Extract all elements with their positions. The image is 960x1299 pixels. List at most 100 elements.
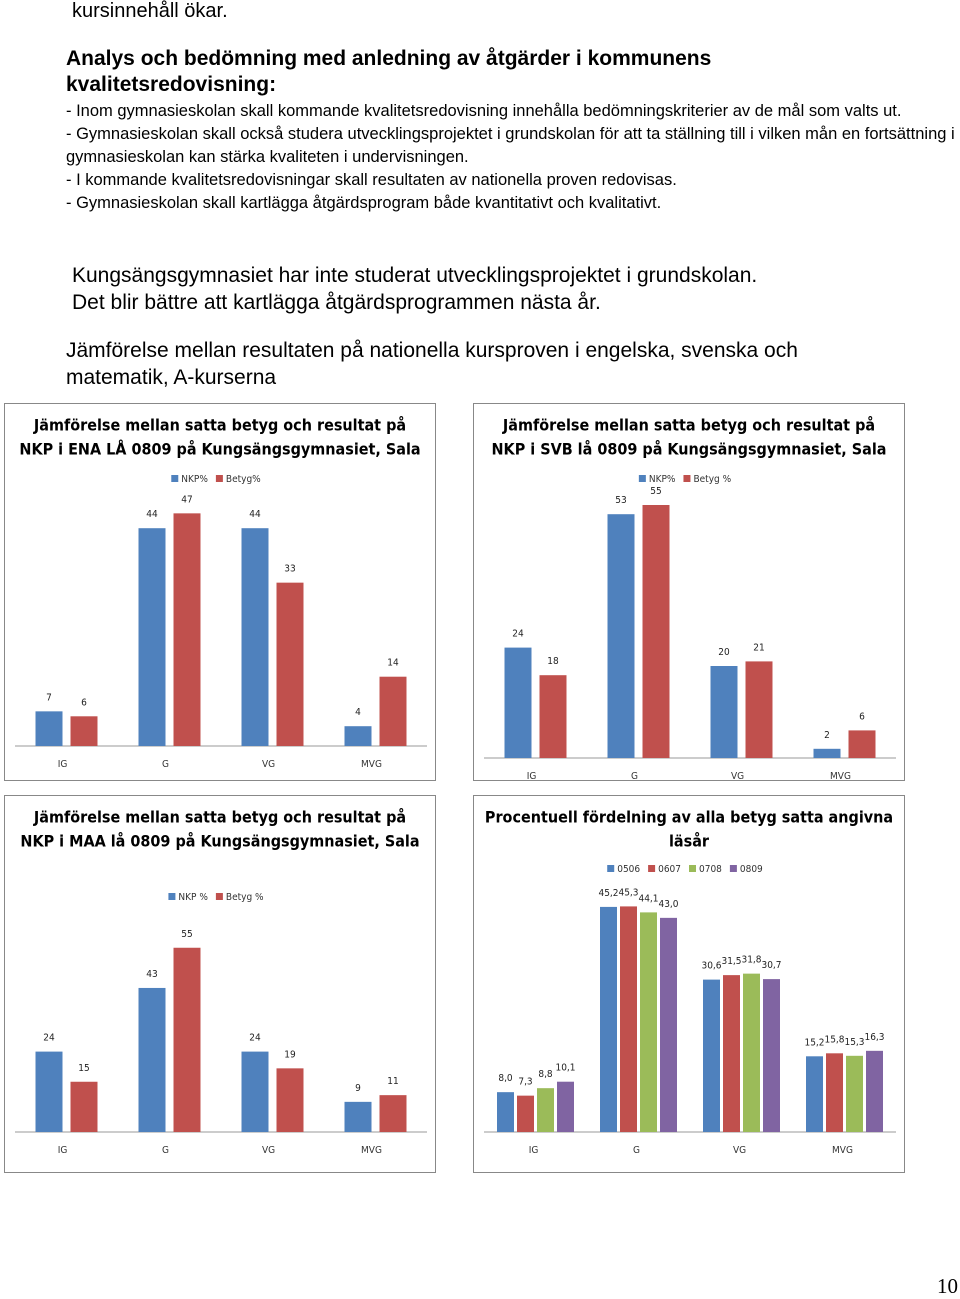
remark: Det blir bättre att kartlägga åtgärdspro… bbox=[72, 291, 601, 314]
value-label: 6 bbox=[859, 711, 865, 722]
bar bbox=[138, 987, 166, 1132]
value-label: 7,3 bbox=[518, 1077, 532, 1088]
x-tick-label: MVG bbox=[832, 1145, 853, 1156]
chart-title: Procentuell fördelning av alla betyg sat… bbox=[485, 808, 893, 827]
bar bbox=[866, 1050, 883, 1132]
legend-swatch bbox=[168, 893, 176, 900]
bar bbox=[723, 975, 740, 1132]
bar bbox=[241, 528, 269, 746]
value-label: 47 bbox=[181, 494, 192, 505]
value-label: 7 bbox=[46, 692, 52, 703]
bar bbox=[642, 505, 670, 758]
legend-label: 0506 bbox=[617, 864, 640, 875]
chart-title: Jämförelse mellan satta betyg och result… bbox=[33, 808, 406, 827]
bar bbox=[537, 1088, 554, 1132]
bullet: - Gymnasieskolan skall också studera utv… bbox=[66, 125, 955, 166]
bar bbox=[173, 947, 201, 1132]
value-label: 43,0 bbox=[658, 899, 678, 910]
bar bbox=[846, 1055, 863, 1132]
bar bbox=[276, 582, 304, 746]
legend-swatch bbox=[689, 865, 696, 872]
bar bbox=[35, 1051, 63, 1132]
page-number: 10 bbox=[937, 1274, 958, 1298]
bar bbox=[504, 647, 532, 758]
x-tick-label: IG bbox=[58, 759, 68, 770]
value-label: 9 bbox=[355, 1083, 361, 1094]
x-tick-label: VG bbox=[731, 771, 744, 781]
x-tick-label: MVG bbox=[830, 771, 851, 781]
value-label: 44 bbox=[249, 509, 261, 520]
bar bbox=[710, 666, 738, 758]
value-label: 44 bbox=[146, 509, 158, 520]
bar bbox=[497, 1092, 514, 1132]
legend-label: Betyg % bbox=[226, 892, 264, 903]
value-label: 53 bbox=[615, 495, 626, 506]
legend-label: NKP% bbox=[649, 474, 676, 485]
legend-label: 0809 bbox=[740, 864, 763, 875]
bar bbox=[703, 979, 720, 1132]
value-label: 19 bbox=[284, 1049, 296, 1060]
x-tick-label: G bbox=[162, 759, 169, 770]
chart: Procentuell fördelning av alla betyg sat… bbox=[473, 795, 905, 1173]
x-tick-label: G bbox=[633, 1145, 640, 1156]
value-label: 16,3 bbox=[864, 1032, 884, 1043]
value-label: 14 bbox=[387, 658, 399, 669]
value-label: 24 bbox=[43, 1033, 55, 1044]
value-label: 30,6 bbox=[701, 961, 721, 972]
chart-title: NKP i SVB lå 0809 på Kungsängsgymnasiet,… bbox=[492, 440, 887, 459]
legend-label: Betyg% bbox=[226, 474, 261, 485]
bullet: - Inom gymnasieskolan skall kommande kva… bbox=[66, 102, 902, 120]
chart: Jämförelse mellan satta betyg och result… bbox=[473, 403, 905, 781]
bar bbox=[517, 1095, 534, 1132]
value-label: 44,1 bbox=[638, 893, 658, 904]
bar bbox=[763, 979, 780, 1132]
legend-label: 0607 bbox=[658, 864, 681, 875]
x-tick-label: VG bbox=[733, 1145, 746, 1156]
bar bbox=[344, 726, 372, 746]
legend-label: Betyg % bbox=[693, 474, 731, 485]
legend-swatch bbox=[607, 865, 615, 872]
chart-title: NKP i MAA lå 0809 på Kungsängsgymnasiet,… bbox=[20, 832, 419, 851]
value-label: 30,7 bbox=[761, 960, 781, 971]
bar bbox=[276, 1068, 304, 1132]
bar bbox=[826, 1053, 843, 1132]
legend-swatch bbox=[683, 475, 691, 482]
bar bbox=[600, 906, 617, 1132]
legend-swatch bbox=[215, 893, 223, 900]
remarks: Kungsängsgymnasiet har inte studerat utv… bbox=[72, 262, 757, 316]
value-label: 8,8 bbox=[538, 1069, 553, 1080]
value-label: 15,3 bbox=[844, 1037, 864, 1048]
value-label: 24 bbox=[512, 629, 524, 640]
bar bbox=[607, 514, 635, 758]
bar bbox=[70, 1081, 98, 1132]
bar bbox=[138, 528, 166, 746]
legend-swatch bbox=[215, 475, 223, 482]
value-label: 15,2 bbox=[804, 1037, 824, 1048]
value-label: 15 bbox=[78, 1063, 89, 1074]
legend-swatch bbox=[729, 865, 737, 872]
bullet-list: - Inom gymnasieskolan skall kommande kva… bbox=[66, 100, 960, 215]
bullet: - I kommande kvalitetsredovisningar skal… bbox=[66, 171, 677, 189]
bar bbox=[813, 748, 841, 758]
heading: Analys och bedömning med anledning av åt… bbox=[66, 47, 712, 96]
value-label: 2 bbox=[824, 730, 830, 741]
value-label: 31,8 bbox=[741, 955, 761, 966]
legend-label: NKP% bbox=[181, 474, 208, 485]
value-label: 21 bbox=[753, 642, 764, 653]
value-label: 31,5 bbox=[721, 956, 741, 967]
legend-swatch bbox=[648, 865, 656, 872]
value-label: 8,0 bbox=[498, 1073, 513, 1084]
bar bbox=[745, 661, 773, 758]
value-label: 33 bbox=[284, 564, 295, 575]
bar bbox=[379, 1095, 407, 1132]
bar bbox=[620, 906, 637, 1132]
section-title: Jämförelse mellan resultaten på nationel… bbox=[66, 339, 798, 389]
bar bbox=[241, 1051, 269, 1132]
x-tick-label: IG bbox=[527, 771, 537, 781]
bar bbox=[70, 716, 98, 746]
chart: Jämförelse mellan satta betyg och result… bbox=[4, 795, 436, 1173]
legend-swatch bbox=[638, 475, 646, 482]
value-label: 24 bbox=[249, 1033, 261, 1044]
chart-title: Jämförelse mellan satta betyg och result… bbox=[502, 416, 875, 435]
